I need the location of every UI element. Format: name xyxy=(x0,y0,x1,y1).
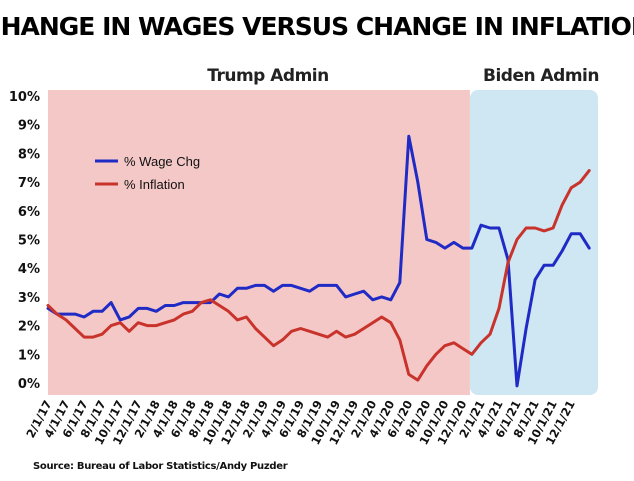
legend: % Wage Chg % Inflation xyxy=(95,154,200,192)
y-tick-label: 8% xyxy=(18,147,40,162)
series-lines xyxy=(46,134,591,388)
y-tick-label: 1% xyxy=(18,348,40,363)
region-label-trump: Trump Admin xyxy=(207,66,329,86)
series-line-wage xyxy=(46,134,591,388)
admin-regions xyxy=(48,90,598,395)
y-tick-label: 3% xyxy=(18,291,40,306)
x-axis: 2/1/174/1/176/1/178/1/1710/1/1712/1/172/… xyxy=(23,398,577,447)
legend-label-wage: % Wage Chg xyxy=(124,154,200,169)
y-tick-label: 0% xyxy=(18,377,40,392)
region-trump xyxy=(48,90,470,395)
admin-region-labels: Trump Admin Biden Admin xyxy=(207,66,599,86)
y-tick-label: 9% xyxy=(18,119,40,134)
region-biden xyxy=(469,90,598,395)
series-line-inflation xyxy=(46,169,591,382)
y-tick-label: 2% xyxy=(18,320,40,335)
y-tick-label: 7% xyxy=(18,176,40,191)
y-axis: 0% 1% 2% 3% 4% 5% 6% 7% 8% 9% 10% xyxy=(9,90,40,392)
region-label-biden: Biden Admin xyxy=(483,66,599,86)
source-note: Source: Bureau of Labor Statistics/Andy … xyxy=(33,461,288,472)
y-tick-label: 5% xyxy=(18,234,40,249)
legend-label-inflation: % Inflation xyxy=(124,177,185,192)
y-tick-label: 10% xyxy=(9,90,40,105)
chart-title: CHANGE IN WAGES VERSUS CHANGE IN INFLATI… xyxy=(0,12,634,41)
y-tick-label: 6% xyxy=(18,205,40,220)
y-tick-label: 4% xyxy=(18,262,40,277)
